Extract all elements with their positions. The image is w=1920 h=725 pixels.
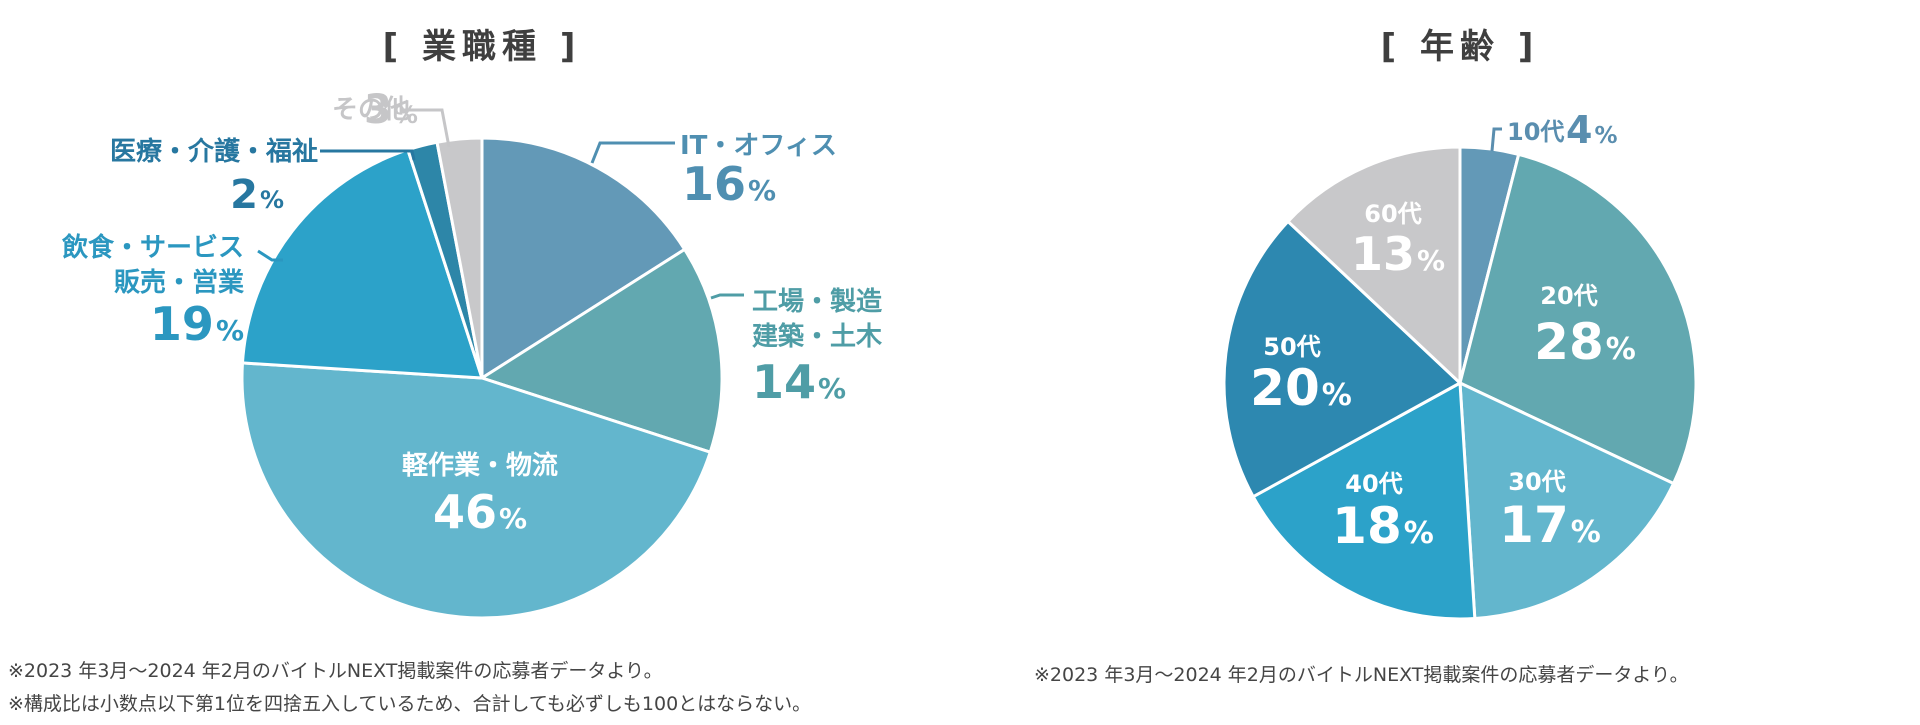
slice-label-age-4-line-0: 50代 <box>1263 333 1320 361</box>
leader-line-age-0 <box>1490 127 1502 152</box>
slice-value-job-2: 46% <box>433 485 527 539</box>
pie-slice-job-2 <box>240 361 712 620</box>
pie-chart-job-type <box>240 136 724 620</box>
slice-label-age-2-line-0: 30代 <box>1508 468 1565 496</box>
pie-slice-age-3 <box>1251 381 1477 621</box>
pie-slice-job-1 <box>480 247 724 454</box>
slice-value-age-0: 4% <box>1566 108 1618 152</box>
slice-label-job-3-line-0: 飲食・サービス <box>61 232 244 263</box>
slice-value-age-5: 13% <box>1351 227 1445 281</box>
leader-line-job-5 <box>403 108 451 148</box>
slice-label-age-1-line-0: 20代 <box>1540 282 1597 310</box>
slice-label-job-4-line-0: 医療・介護・福祉 <box>110 136 318 167</box>
pie-slice-age-4 <box>1222 219 1462 499</box>
slice-value-age-1: 28% <box>1534 313 1636 371</box>
slice-label-job-1-line-1: 建築・土木 <box>752 321 882 352</box>
slice-value-job-4: 2% <box>230 172 284 218</box>
chart-title-age: [ 年齢 ] <box>1381 27 1540 67</box>
slice-label-job-2-line-0: 軽作業・物流 <box>402 450 558 481</box>
footnote-source-left: ※2023 年3月〜2024 年2月のバイトルNEXT掲載案件の応募者データより… <box>8 660 663 682</box>
slice-value-age-4: 20% <box>1250 359 1352 417</box>
slice-label-job-3-line-1: 販売・営業 <box>114 268 244 298</box>
footnote-source-right: ※2023 年3月〜2024 年2月のバイトルNEXT掲載案件の応募者データより… <box>1034 664 1689 686</box>
slice-value-age-3: 18% <box>1332 497 1434 555</box>
slice-label-job-5-line-0: その他 <box>332 95 410 125</box>
slice-value-job-0: 16% <box>682 157 776 211</box>
slice-value-job-1: 14% <box>752 355 846 409</box>
leader-line-job-3 <box>257 249 283 262</box>
pie-slice-age-1 <box>1458 152 1698 485</box>
slice-label-age-3-line-0: 40代 <box>1345 470 1402 498</box>
pie-slice-job-0 <box>480 136 687 380</box>
slice-label-job-0-line-0: IT・オフィス <box>680 131 837 161</box>
slice-value-job-5: 3% <box>364 87 418 133</box>
slice-value-age-2: 17% <box>1499 496 1601 554</box>
slice-value-job-3: 19% <box>150 297 244 351</box>
footnote-left: ※2023 年3月〜2024 年2月のバイトルNEXT掲載案件の応募者データより… <box>8 655 811 721</box>
leader-line-job-0 <box>590 141 675 164</box>
pie-slice-age-5 <box>1286 145 1462 385</box>
footnote-right: ※2023 年3月〜2024 年2月のバイトルNEXT掲載案件の応募者データより… <box>1034 659 1689 692</box>
footnote-rounding: ※構成比は小数点以下第1位を四捨五入しているため、合計しても必ずしも100とはな… <box>8 693 812 715</box>
slice-label-age-5-line-0: 60代 <box>1364 200 1421 228</box>
pie-slice-job-5 <box>435 136 484 380</box>
chart-title-job-type: [ 業職種 ] <box>383 27 582 67</box>
pie-slice-job-3 <box>240 148 484 380</box>
pie-slice-age-2 <box>1458 381 1676 621</box>
leader-line-job-4 <box>320 149 416 161</box>
pie-chart-age <box>1222 145 1698 621</box>
leader-line-job-1 <box>710 293 744 300</box>
slice-label-job-1-line-0: 工場・製造 <box>752 287 882 317</box>
slice-label-age-0-line-0: 10代 <box>1507 118 1564 146</box>
